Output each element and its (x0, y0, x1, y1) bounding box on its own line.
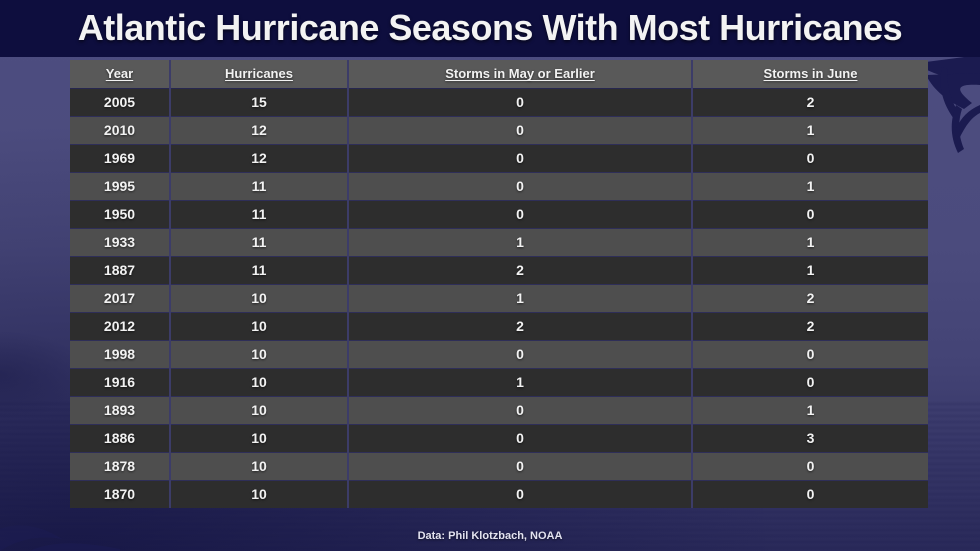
table-row: 1887 11 2 1 (70, 256, 928, 285)
cell-hurricanes: 10 (170, 424, 349, 453)
cell-hurricanes: 12 (170, 116, 349, 145)
table-row: 1916 10 1 0 (70, 368, 928, 397)
cell-storms-june: 0 (692, 368, 928, 397)
cell-storms-june: 0 (692, 480, 928, 508)
table-row: 2012 10 2 2 (70, 312, 928, 341)
cell-storms-june: 0 (692, 452, 928, 481)
cell-storms-may: 2 (348, 256, 693, 285)
table-row: 1950 11 0 0 (70, 200, 928, 229)
cell-year: 1893 (70, 396, 171, 425)
cell-hurricanes: 10 (170, 284, 349, 313)
cell-storms-may: 0 (348, 452, 693, 481)
cell-storms-may: 2 (348, 312, 693, 341)
cell-hurricanes: 11 (170, 228, 349, 257)
cell-hurricanes: 10 (170, 340, 349, 369)
cell-hurricanes: 11 (170, 256, 349, 285)
table-row: 1893 10 0 1 (70, 396, 928, 425)
cell-hurricanes: 10 (170, 480, 349, 508)
cell-storms-may: 0 (348, 480, 693, 508)
palm-silhouette-left (0, 525, 120, 551)
cell-year: 1995 (70, 172, 171, 201)
cell-storms-may: 1 (348, 284, 693, 313)
cell-storms-may: 0 (348, 88, 693, 117)
header-row: Year Hurricanes Storms in May or Earlier… (70, 60, 928, 89)
table-row: 1969 12 0 0 (70, 144, 928, 173)
cell-storms-may: 0 (348, 200, 693, 229)
table-row: 2005 15 0 2 (70, 88, 928, 117)
cell-year: 2010 (70, 116, 171, 145)
cell-storms-may: 0 (348, 424, 693, 453)
table-row: 1878 10 0 0 (70, 452, 928, 481)
column-header-storms-june: Storms in June (692, 60, 928, 89)
cell-storms-june: 3 (692, 424, 928, 453)
cell-hurricanes: 15 (170, 88, 349, 117)
table-row: 2010 12 0 1 (70, 116, 928, 145)
cell-storms-may: 0 (348, 172, 693, 201)
table-row: 1886 10 0 3 (70, 424, 928, 453)
cell-hurricanes: 12 (170, 144, 349, 173)
cell-year: 1969 (70, 144, 171, 173)
cell-storms-may: 1 (348, 368, 693, 397)
table-body: 2005 15 0 2 2010 12 0 1 1969 12 0 0 1995… (70, 88, 928, 508)
cell-year: 1933 (70, 228, 171, 257)
table-row: 1870 10 0 0 (70, 480, 928, 508)
table-header: Year Hurricanes Storms in May or Earlier… (70, 60, 928, 89)
column-header-year: Year (70, 60, 171, 89)
cell-storms-june: 2 (692, 88, 928, 117)
cell-year: 1998 (70, 340, 171, 369)
cell-hurricanes: 10 (170, 312, 349, 341)
cell-year: 1887 (70, 256, 171, 285)
cell-hurricanes: 11 (170, 172, 349, 201)
cell-storms-june: 1 (692, 116, 928, 145)
cell-storms-june: 1 (692, 396, 928, 425)
cell-year: 1886 (70, 424, 171, 453)
cell-storms-june: 2 (692, 312, 928, 341)
cell-year: 2012 (70, 312, 171, 341)
cell-hurricanes: 10 (170, 396, 349, 425)
cell-year: 1878 (70, 452, 171, 481)
cell-hurricanes: 10 (170, 368, 349, 397)
cell-year: 1870 (70, 480, 171, 508)
column-header-hurricanes: Hurricanes (170, 60, 349, 89)
column-header-storms-may: Storms in May or Earlier (348, 60, 693, 89)
cell-storms-june: 1 (692, 228, 928, 257)
cell-storms-may: 0 (348, 116, 693, 145)
cell-storms-may: 0 (348, 340, 693, 369)
cell-storms-june: 0 (692, 144, 928, 173)
table-row: 1933 11 1 1 (70, 228, 928, 257)
source-caption: Data: Phil Klotzbach, NOAA (417, 530, 563, 542)
table-row: 1995 11 0 1 (70, 172, 928, 201)
cell-year: 2017 (70, 284, 171, 313)
cell-year: 1916 (70, 368, 171, 397)
cell-storms-june: 1 (692, 256, 928, 285)
cell-storms-june: 0 (692, 200, 928, 229)
table-row: 2017 10 1 2 (70, 284, 928, 313)
cell-hurricanes: 11 (170, 200, 349, 229)
cell-storms-may: 1 (348, 228, 693, 257)
cell-storms-june: 1 (692, 172, 928, 201)
page-title: Atlantic Hurricane Seasons With Most Hur… (77, 7, 903, 48)
table-row: 1998 10 0 0 (70, 340, 928, 369)
cell-storms-june: 0 (692, 340, 928, 369)
cell-year: 2005 (70, 88, 171, 117)
cell-storms-may: 0 (348, 396, 693, 425)
cell-hurricanes: 10 (170, 452, 349, 481)
title-band: Atlantic Hurricane Seasons With Most Hur… (0, 0, 980, 57)
cell-year: 1950 (70, 200, 171, 229)
cell-storms-may: 0 (348, 144, 693, 173)
hurricanes-table: Year Hurricanes Storms in May or Earlier… (70, 60, 928, 508)
cell-storms-june: 2 (692, 284, 928, 313)
